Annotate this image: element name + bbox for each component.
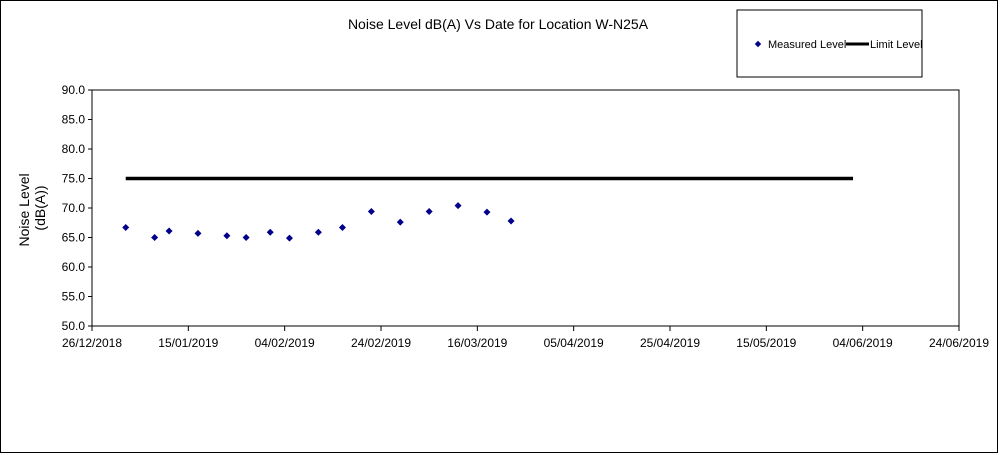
measured-level-point: [454, 202, 462, 210]
legend-box: [736, 9, 923, 78]
measured-level-point: [242, 234, 250, 241]
legend-label-measured-level: Measured Level: [768, 39, 846, 51]
x-tick-label: 04/06/2019: [833, 336, 893, 350]
y-tick-label: 55.0: [62, 290, 86, 304]
measured-level-point: [285, 234, 293, 242]
y-tick-label: 75.0: [62, 172, 86, 186]
x-tick-label: 15/01/2019: [158, 336, 218, 350]
measured-level-point: [122, 223, 130, 231]
chart-title: Noise Level dB(A) Vs Date for Location W…: [348, 16, 649, 32]
y-axis-label-line-2: (dB(A)): [32, 185, 48, 230]
measured-level-point: [194, 229, 202, 237]
measured-level-point: [165, 227, 173, 235]
x-tick-label: 15/05/2019: [736, 336, 796, 350]
x-tick-label: 04/02/2019: [255, 336, 315, 350]
y-tick-label: 60.0: [62, 260, 86, 274]
series-layer: [122, 176, 854, 242]
measured-level-point: [507, 217, 515, 225]
y-axis-ticks: 90.0 85.0 80.0 75.0 70.0 65.0 60.0 55.0 50.0: [62, 83, 92, 333]
x-tick-label: 24/02/2019: [351, 336, 411, 350]
measured-level-point: [425, 208, 433, 216]
y-axis-label-line-1: Noise Level: [16, 173, 32, 246]
measured-level-point: [314, 228, 322, 236]
legend-marker-measured-level: [754, 40, 762, 48]
x-tick-label: 25/04/2019: [640, 336, 700, 350]
measured-level-point: [367, 208, 375, 216]
x-tick-label: 24/06/2019: [929, 336, 989, 350]
x-tick-label: 05/04/2019: [544, 336, 604, 350]
plot-area: [91, 89, 960, 327]
x-tick-label: 16/03/2019: [447, 336, 507, 350]
y-tick-label: 85.0: [62, 113, 86, 127]
y-tick-label: 70.0: [62, 201, 86, 215]
measured-level-point: [396, 218, 404, 226]
measured-level-point: [338, 223, 346, 231]
measured-level-point: [151, 234, 159, 241]
x-tick-label: 26/12/2018: [62, 336, 122, 350]
y-tick-label: 50.0: [62, 319, 86, 333]
x-axis-ticks: 26/12/2018 15/01/2019 04/02/2019 24/02/2019…: [62, 326, 989, 350]
y-tick-label: 90.0: [62, 83, 86, 97]
y-tick-label: 65.0: [62, 231, 86, 245]
y-tick-label: 80.0: [62, 142, 86, 156]
y-axis-label: Noise Level (dB(A)): [16, 169, 48, 246]
legend: Measured Level Limit Level: [736, 9, 923, 78]
measured-level-point: [483, 208, 491, 216]
measured-level-point: [223, 232, 231, 240]
measured-level-point: [266, 228, 274, 236]
legend-label-limit-level: Limit Level: [870, 39, 923, 51]
